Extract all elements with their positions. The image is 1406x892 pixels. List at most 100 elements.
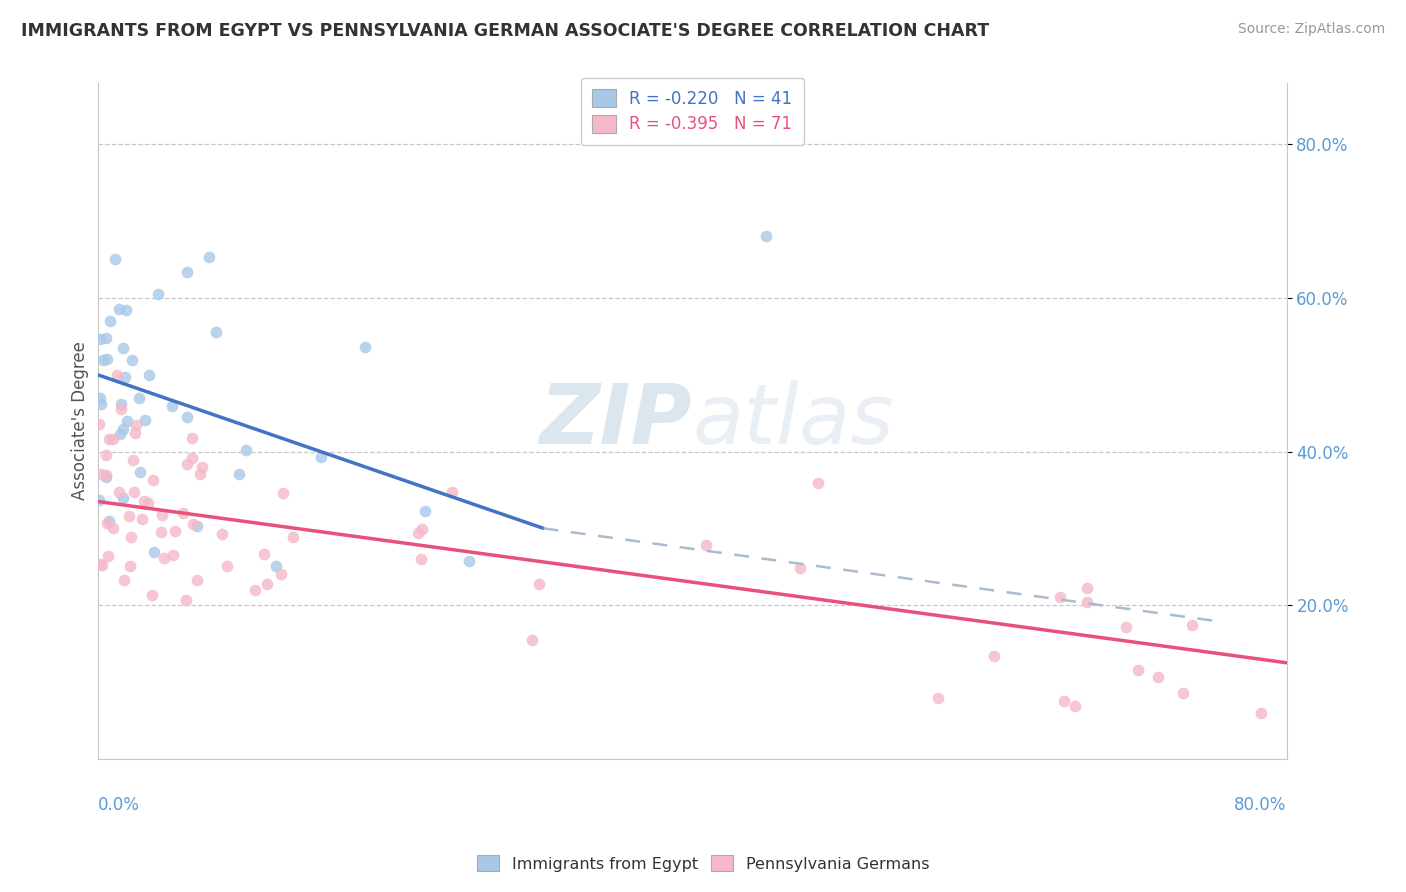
Point [181, 431, 204, 445]
Point [1250, 706, 1272, 720]
Point [228, 467, 250, 481]
Point [141, 588, 163, 602]
Point [115, 303, 138, 318]
Point [134, 412, 156, 426]
Point [132, 494, 155, 508]
Point [205, 325, 228, 339]
Point [91, 353, 114, 368]
Legend: Immigrants from Egypt, Pennsylvania Germans: Immigrants from Egypt, Pennsylvania Germ… [468, 847, 938, 880]
Point [256, 577, 278, 591]
Point [108, 427, 131, 442]
Point [440, 485, 463, 500]
Point [104, 252, 127, 266]
Point [191, 459, 214, 474]
Point [188, 467, 211, 482]
Point [253, 548, 276, 562]
Point [281, 530, 304, 544]
Point [122, 453, 145, 467]
Point [264, 559, 287, 574]
Point [90, 558, 112, 573]
Point [406, 525, 429, 540]
Point [1181, 618, 1204, 632]
Point [217, 558, 239, 573]
Point [105, 368, 128, 382]
Point [271, 485, 294, 500]
Point [695, 538, 717, 552]
Text: 80.0%: 80.0% [1234, 796, 1286, 814]
Point [89, 392, 111, 406]
Point [121, 352, 143, 367]
Point [1076, 595, 1098, 609]
Point [174, 592, 197, 607]
Point [186, 573, 208, 587]
Point [789, 561, 811, 575]
Text: Source: ZipAtlas.com: Source: ZipAtlas.com [1237, 22, 1385, 37]
Point [162, 548, 184, 562]
Point [172, 506, 194, 520]
Point [176, 457, 198, 471]
Point [111, 342, 134, 356]
Point [120, 531, 142, 545]
Point [96, 516, 118, 530]
Point [211, 527, 233, 541]
Point [527, 577, 550, 591]
Point [97, 549, 120, 563]
Point [309, 450, 332, 464]
Point [112, 574, 135, 588]
Point [186, 519, 208, 533]
Point [270, 566, 292, 581]
Point [96, 352, 118, 367]
Legend: R = -0.220   N = 41, R = -0.395   N = 71: R = -0.220 N = 41, R = -0.395 N = 71 [581, 78, 804, 145]
Point [183, 517, 205, 532]
Point [1147, 670, 1170, 684]
Point [176, 265, 198, 279]
Point [138, 496, 160, 510]
Point [110, 402, 132, 417]
Point [118, 559, 141, 574]
Point [131, 512, 153, 526]
Text: ZIP: ZIP [540, 380, 692, 461]
Point [97, 432, 120, 446]
Text: 0.0%: 0.0% [97, 796, 139, 814]
Point [108, 302, 131, 317]
Point [87, 417, 110, 432]
Point [125, 418, 148, 433]
Point [118, 509, 141, 524]
Point [101, 521, 124, 535]
Point [354, 340, 377, 354]
Point [755, 229, 778, 244]
Y-axis label: Associate's Degree: Associate's Degree [72, 342, 89, 500]
Point [1126, 664, 1149, 678]
Point [1049, 590, 1071, 604]
Point [458, 554, 481, 568]
Point [96, 331, 118, 345]
Point [108, 485, 131, 500]
Point [160, 399, 183, 413]
Point [1171, 686, 1194, 700]
Point [142, 473, 165, 487]
Point [243, 583, 266, 598]
Point [1064, 698, 1087, 713]
Point [89, 397, 111, 411]
Point [89, 332, 111, 346]
Point [94, 448, 117, 462]
Text: IMMIGRANTS FROM EGYPT VS PENNSYLVANIA GERMAN ASSOCIATE'S DEGREE CORRELATION CHAR: IMMIGRANTS FROM EGYPT VS PENNSYLVANIA GE… [21, 22, 990, 40]
Point [163, 524, 186, 538]
Point [94, 467, 117, 482]
Point [115, 414, 138, 428]
Point [1076, 581, 1098, 595]
Point [1115, 620, 1137, 634]
Point [150, 524, 173, 539]
Point [176, 410, 198, 425]
Point [89, 558, 111, 572]
Point [90, 467, 112, 481]
Point [150, 508, 173, 522]
Point [138, 368, 160, 382]
Point [411, 552, 433, 566]
Point [142, 545, 165, 559]
Point [128, 391, 150, 405]
Point [153, 551, 176, 566]
Point [927, 690, 949, 705]
Point [198, 250, 221, 264]
Point [110, 397, 132, 411]
